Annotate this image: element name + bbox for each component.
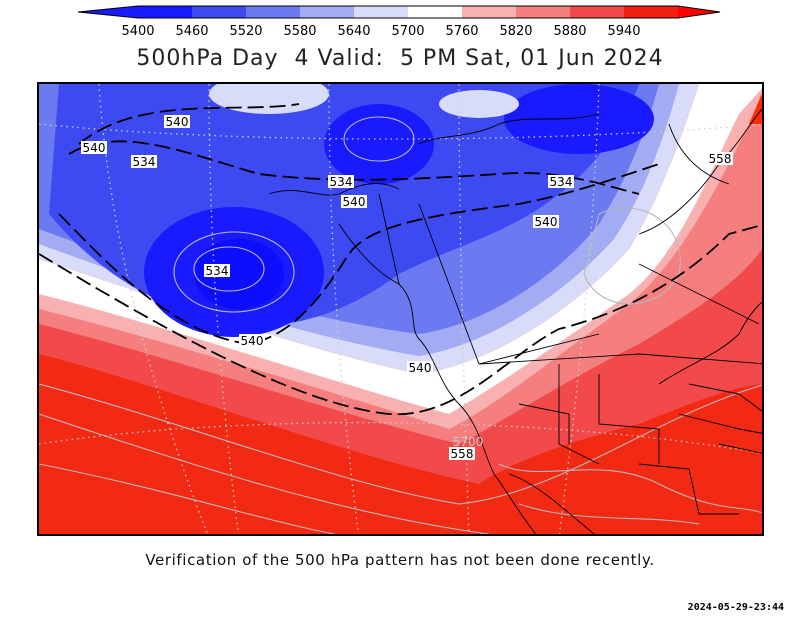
contour-label: 558: [709, 152, 732, 166]
low-center: [324, 104, 434, 184]
timestamp: 2024-05-29-23:44: [687, 602, 784, 613]
contour-fill-5760: [39, 124, 762, 444]
border: [558, 364, 600, 465]
contour-fill-5820: [39, 124, 762, 484]
height-map: 540 540 534 534 540 534 534 540 540 540 …: [39, 84, 762, 534]
contour-label: 540: [83, 141, 106, 155]
border: [638, 463, 739, 515]
border: [678, 413, 762, 434]
verification-note: Verification of the 500 hPa pattern has …: [145, 551, 655, 569]
map-panel: 540 540 534 534 540 534 534 540 540 540 …: [37, 82, 764, 536]
colorbar-tick-label: 5400: [121, 24, 154, 39]
contour-label: 558: [451, 447, 474, 461]
border: [718, 443, 762, 454]
contour-label: 540: [535, 215, 558, 229]
colorbar-left-arrow: [78, 6, 138, 18]
colorbar-tick-label: 5580: [283, 24, 316, 39]
contour-label: 534: [133, 155, 156, 169]
colorbar-tick-label: 5700: [391, 24, 424, 39]
border: [378, 193, 400, 285]
colorbar-tick-label: 5760: [445, 24, 478, 39]
colorbar-bin: [354, 6, 408, 18]
border: [518, 403, 570, 444]
coastline: [508, 473, 595, 534]
coastline: [338, 223, 537, 534]
contour-label: 534: [206, 264, 229, 278]
colorbar-bin: [570, 6, 624, 18]
colorbar-bin: [300, 6, 354, 18]
contour-label: 540: [409, 361, 432, 375]
colorbar-bin: [408, 6, 462, 18]
thickness-line: [58, 163, 660, 345]
low-center: [504, 84, 654, 154]
colorbar-tick-label: 5940: [607, 24, 640, 39]
border: [638, 263, 760, 325]
contour-label: 534: [330, 175, 353, 189]
contour-label: 5700: [453, 435, 484, 449]
colorbar-tick-label: 5820: [499, 24, 532, 39]
coastline: [418, 113, 600, 145]
colorbar-bin: [462, 6, 516, 18]
coastline: [668, 123, 730, 185]
border: [598, 374, 660, 464]
contour-label: 540: [241, 334, 264, 348]
coastline: [658, 301, 762, 385]
colorbar-bin: [516, 6, 570, 18]
page-title: 500hPa Day 4 Valid: 5 PM Sat, 01 Jun 202…: [136, 46, 664, 71]
colorbar-tick-label: 5460: [175, 24, 208, 39]
contour-label: 540: [166, 115, 189, 129]
thickness-line: [39, 224, 762, 415]
height-colorbar: 5400 5460 5520 5580 5640 5700 5760 5820 …: [77, 5, 721, 39]
low-center: [194, 239, 284, 309]
contour-label: 540: [343, 195, 366, 209]
colorbar-bin: [246, 6, 300, 18]
thickness-line: [68, 140, 640, 195]
colorbar-bin: [192, 6, 246, 18]
border: [418, 203, 480, 365]
colorbar-bin: [624, 6, 678, 18]
border: [688, 383, 762, 412]
colorbar-tick-label: 5520: [229, 24, 262, 39]
colorbar-right-arrow: [678, 6, 720, 18]
colorbar-tick-label: 5640: [337, 24, 370, 39]
coastline: [268, 183, 400, 196]
colorbar-tick-label: 5880: [553, 24, 586, 39]
border: [478, 333, 600, 365]
contour-label: 534: [550, 175, 573, 189]
thickness-line: [78, 103, 300, 145]
colorbar-bin: [138, 6, 192, 18]
border: [478, 353, 762, 365]
